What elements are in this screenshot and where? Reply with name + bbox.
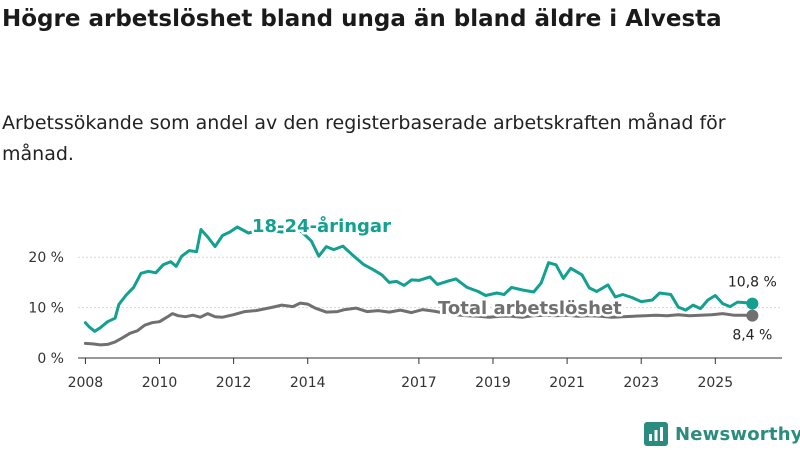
bar-chart-logo-icon (644, 422, 668, 446)
x-tick-label: 2021 (549, 375, 585, 391)
end-point-marker (746, 297, 759, 310)
x-tick-label: 2010 (142, 375, 178, 391)
series-label-youth: 18-24-åringar (252, 215, 391, 237)
x-tick-label: 2008 (68, 375, 104, 391)
series-line (83, 225, 754, 333)
brand-logo[interactable]: Newsworthy (644, 420, 800, 448)
x-tick-label: 2023 (623, 375, 659, 391)
chart-title: Högre arbetslöshet bland unga än bland ä… (2, 6, 722, 32)
y-tick-label: 10 % (28, 301, 64, 317)
brand-name: Newsworthy (675, 423, 800, 445)
y-tick-label: 20 % (28, 250, 64, 266)
end-value-label: 10,8 % (728, 275, 777, 291)
series-line (83, 301, 754, 347)
x-tick-label: 2019 (475, 375, 511, 391)
x-tick-label: 2012 (216, 375, 252, 391)
x-tick-label: 2017 (401, 375, 437, 391)
x-tick-label: 2025 (697, 375, 733, 391)
x-tick-label: 2014 (290, 375, 326, 391)
end-value-label: 8,4 % (732, 328, 772, 344)
series-label-total: Total arbetslöshet (438, 298, 622, 319)
chart-subtitle: Arbetssökande som andel av den registerb… (2, 112, 726, 165)
y-tick-label: 0 % (37, 351, 64, 367)
end-point-marker (746, 309, 759, 322)
